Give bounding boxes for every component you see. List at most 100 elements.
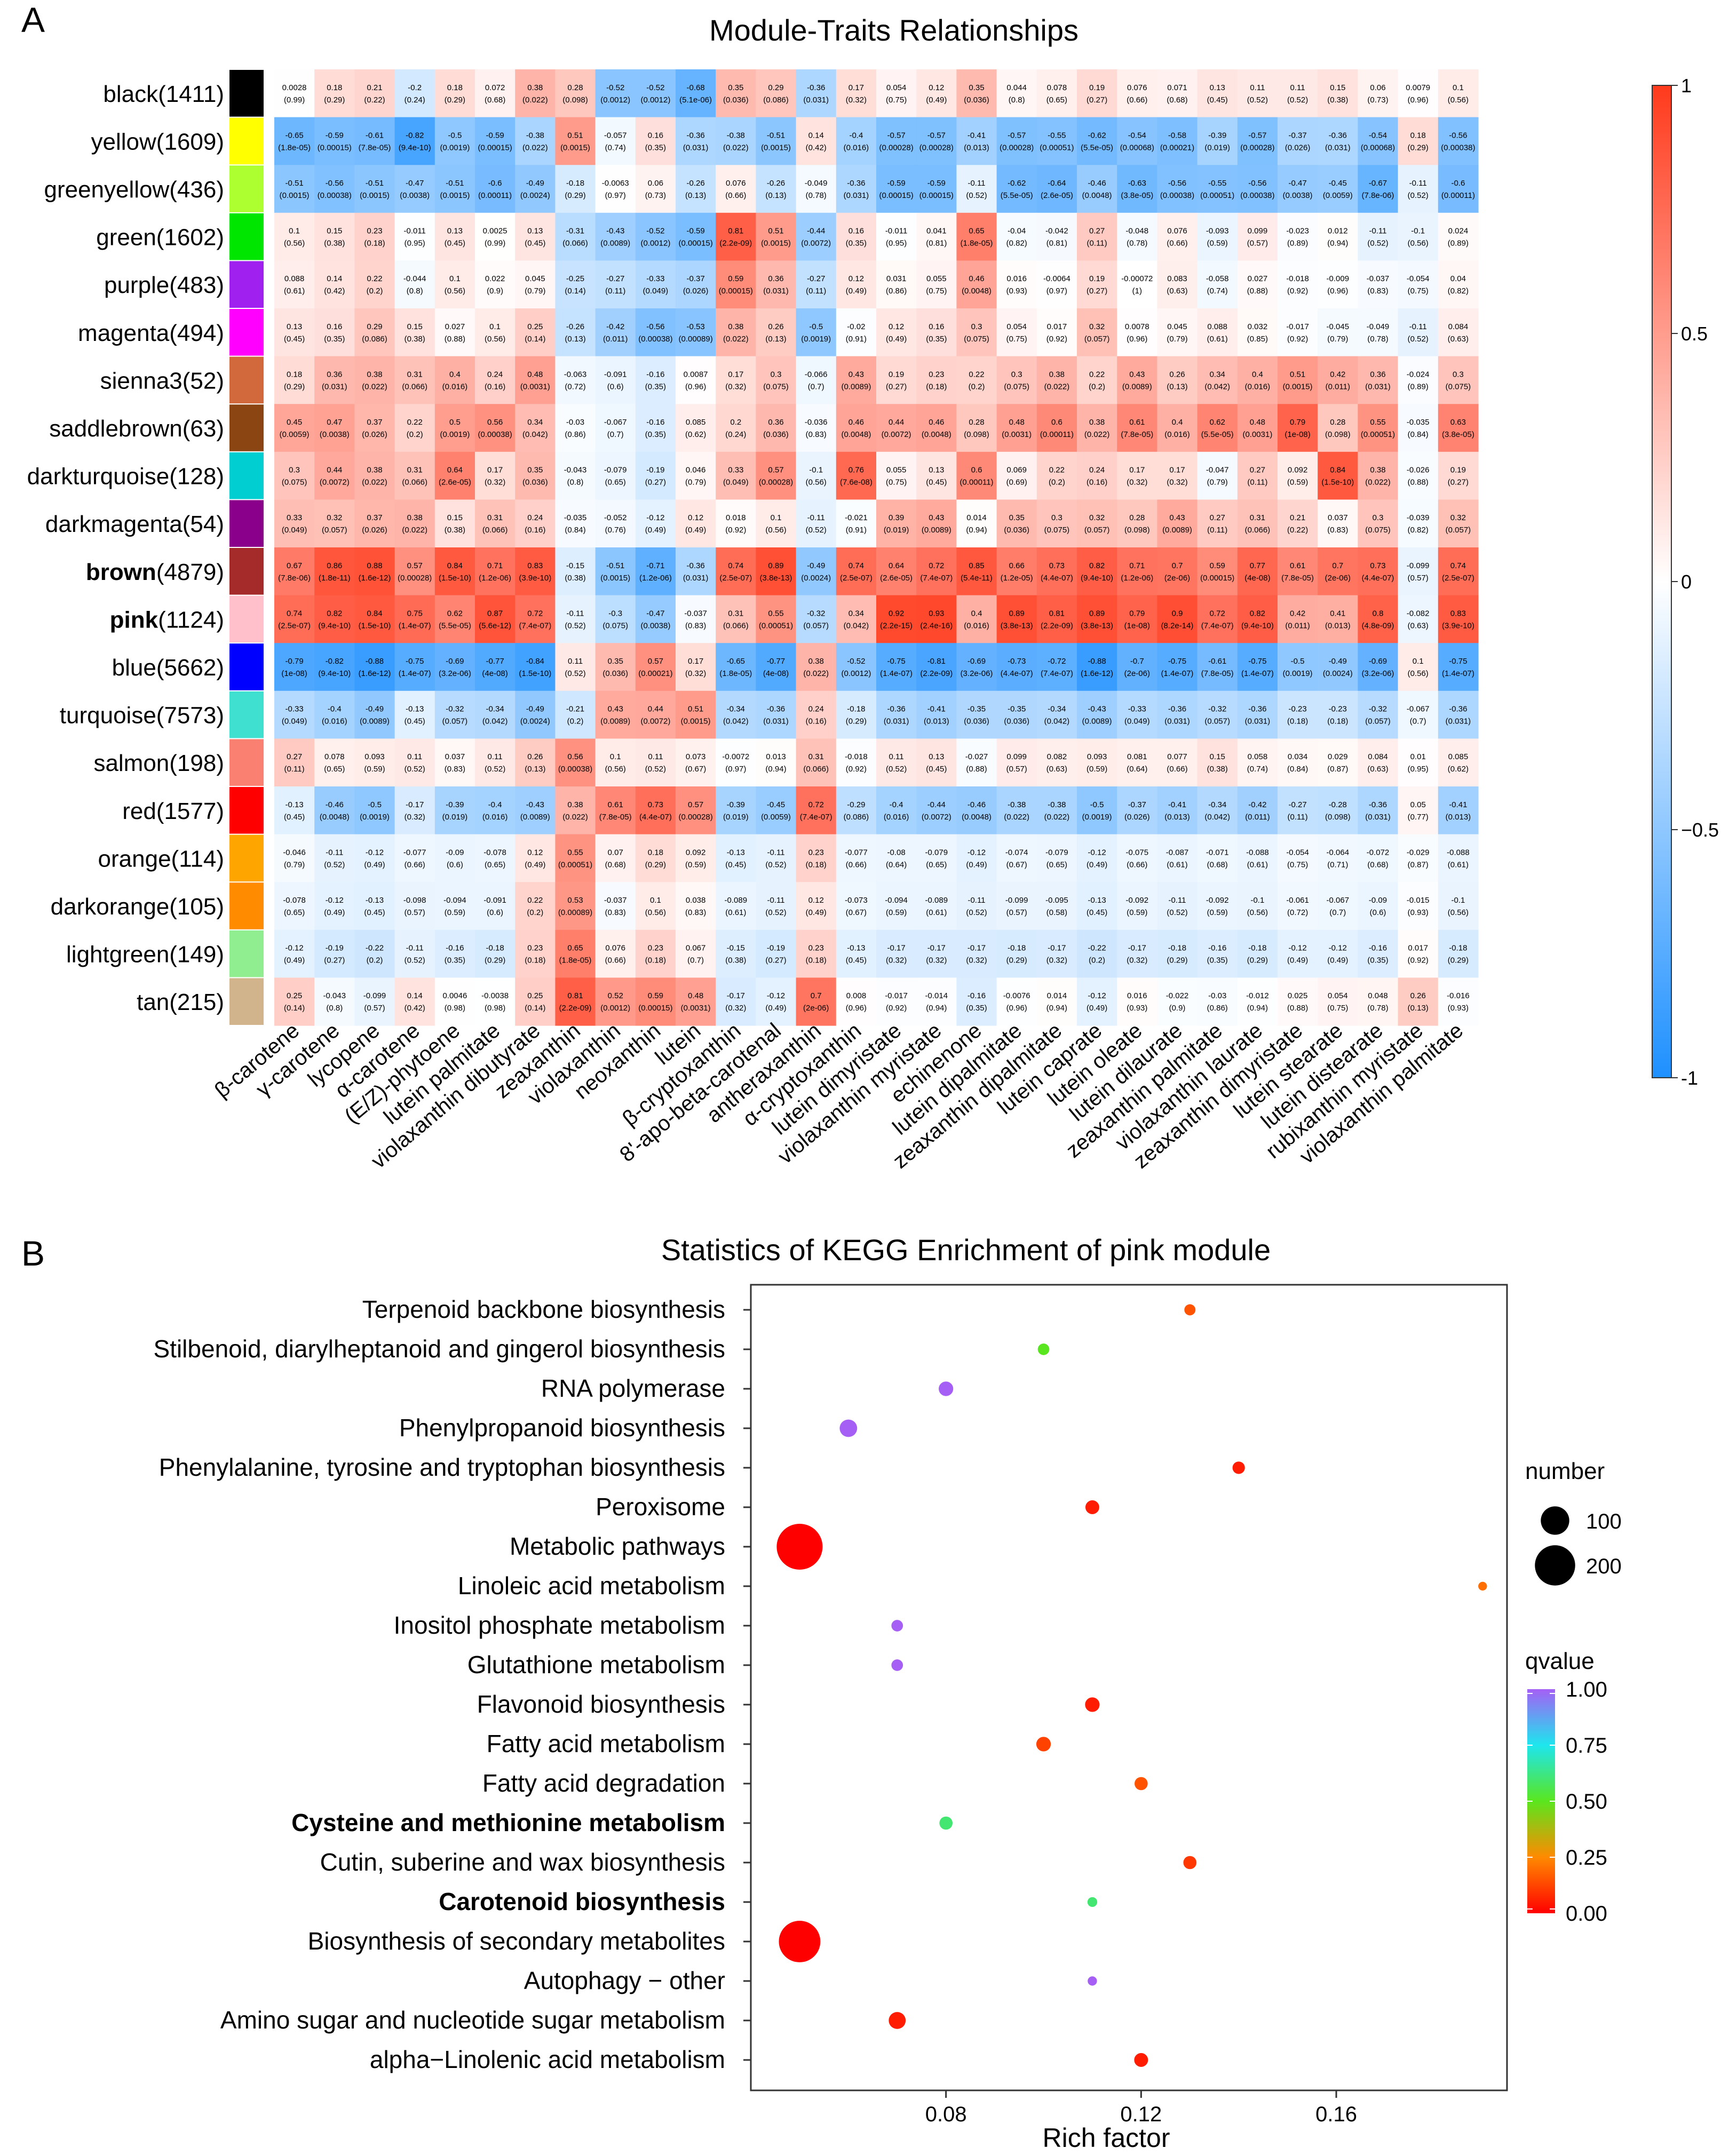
cell-correlation: 0.53 bbox=[567, 896, 583, 905]
cell-pvalue: (0.075) bbox=[602, 621, 628, 630]
cell-correlation: -0.077 bbox=[845, 848, 868, 857]
heatmap-cell: -0.36(0.031) bbox=[1358, 786, 1399, 835]
cell-correlation: 0.37 bbox=[367, 418, 382, 427]
cell-correlation: 0.28 bbox=[1129, 513, 1145, 522]
heatmap-cell: 0.13(0.45) bbox=[1197, 69, 1238, 118]
heatmap-cell: 0.31(0.066) bbox=[716, 595, 756, 643]
cell-correlation: 0.35 bbox=[608, 657, 623, 666]
cell-pvalue: (0.52) bbox=[886, 765, 907, 774]
heatmap-cell: 0.1(0.56) bbox=[756, 499, 797, 548]
qvalue-tick-label: 0.75 bbox=[1566, 1734, 1607, 1757]
cell-pvalue: (0.52) bbox=[806, 526, 827, 535]
cell-correlation: -0.071 bbox=[1206, 848, 1229, 857]
cell-pvalue: (0.52) bbox=[1367, 239, 1388, 248]
cell-pvalue: (0.2) bbox=[567, 717, 584, 726]
cell-correlation: 0.038 bbox=[686, 896, 706, 905]
cell-correlation: -0.26 bbox=[686, 179, 704, 188]
heatmap-cell: 0.28(0.098) bbox=[1117, 499, 1157, 548]
cell-correlation: -0.75 bbox=[1168, 657, 1186, 666]
cell-correlation: 0.0046 bbox=[442, 991, 467, 1000]
cell-correlation: -0.1 bbox=[809, 466, 823, 475]
cell-correlation: 0.025 bbox=[1288, 991, 1308, 1000]
heatmap-cell: 0.0079(0.96) bbox=[1398, 69, 1439, 118]
cell-correlation: 0.076 bbox=[1167, 227, 1187, 236]
cell-pvalue: (0.52) bbox=[645, 765, 666, 774]
cell-correlation: -0.054 bbox=[1407, 274, 1430, 283]
cell-correlation: 0.055 bbox=[886, 466, 907, 475]
cell-correlation: -0.037 bbox=[684, 609, 707, 618]
heatmap-cell: -0.058(0.74) bbox=[1197, 260, 1238, 309]
cell-correlation: 0.1 bbox=[610, 752, 621, 761]
heatmap-cell: -0.26(0.13) bbox=[555, 308, 596, 357]
heatmap-cell: -0.072(0.68) bbox=[1358, 834, 1399, 882]
cell-correlation: 0.24 bbox=[808, 705, 824, 714]
heatmap-cell: -0.11(0.52) bbox=[1358, 212, 1399, 261]
cell-pvalue: (0.66) bbox=[725, 191, 746, 200]
heatmap-cell: -0.61(7.8e-05) bbox=[1197, 643, 1238, 691]
cell-correlation: 0.47 bbox=[327, 418, 342, 427]
cell-correlation: -0.37 bbox=[686, 274, 704, 283]
cell-correlation: -0.1 bbox=[1411, 227, 1425, 236]
cell-correlation: -0.13 bbox=[727, 848, 745, 857]
cell-pvalue: (0.29) bbox=[846, 717, 867, 726]
heatmap-cell: 0.21(0.22) bbox=[1278, 499, 1318, 548]
heatmap-cell: -0.093(0.59) bbox=[1197, 212, 1238, 261]
cell-pvalue: (0.016) bbox=[964, 621, 989, 630]
cell-pvalue: (0.92) bbox=[1046, 335, 1067, 344]
heatmap-cell: 0.55(0.00051) bbox=[555, 834, 596, 882]
cell-pvalue: (2e-06) bbox=[1325, 574, 1351, 583]
cell-correlation: 0.054 bbox=[886, 83, 907, 92]
heatmap-cell: 0.23(0.18) bbox=[796, 834, 837, 882]
heatmap-cell: 0.5(0.0019) bbox=[434, 404, 475, 452]
cell-pvalue: (0.68) bbox=[605, 860, 626, 869]
cell-pvalue: (0.72) bbox=[565, 382, 585, 391]
cell-pvalue: (1.2e-06) bbox=[479, 574, 511, 583]
cell-correlation: -0.36 bbox=[686, 131, 704, 140]
row-label: green(1602) bbox=[96, 225, 224, 251]
heatmap-cell: 0.032(0.85) bbox=[1237, 308, 1278, 357]
pathway-label: Glutathione metabolism bbox=[467, 1651, 725, 1678]
cell-pvalue: (0.63) bbox=[1408, 621, 1429, 630]
size-legend-title: number bbox=[1525, 1458, 1605, 1484]
cell-pvalue: (0.022) bbox=[803, 669, 829, 678]
cell-pvalue: (0.79) bbox=[525, 287, 545, 296]
cell-correlation: -0.066 bbox=[805, 370, 828, 379]
heatmap-cell: -0.067(0.7) bbox=[1318, 882, 1358, 930]
cell-correlation: -0.12 bbox=[767, 991, 785, 1000]
cell-correlation: -0.089 bbox=[725, 896, 748, 905]
heatmap-cell: 0.085(0.62) bbox=[676, 404, 716, 452]
heatmap-cell: 0.46(0.0048) bbox=[956, 260, 997, 309]
heatmap-cell: 0.75(1.4e-07) bbox=[394, 595, 435, 643]
heatmap-cell: -0.36(0.031) bbox=[676, 547, 716, 596]
heatmap-cell: 0.1(0.56) bbox=[274, 212, 315, 261]
heatmap-cell: -0.27(0.11) bbox=[595, 260, 636, 309]
cell-pvalue: (0.098) bbox=[1325, 813, 1351, 822]
cell-pvalue: (0.92) bbox=[1287, 287, 1308, 296]
cell-correlation: 0.43 bbox=[608, 705, 623, 714]
cell-correlation: 0.46 bbox=[969, 274, 984, 283]
cell-pvalue: (0.0024) bbox=[801, 574, 831, 583]
cell-correlation: 0.23 bbox=[808, 944, 824, 953]
heatmap-cell: 0.013(0.94) bbox=[756, 738, 797, 787]
cell-correlation: -0.18 bbox=[1449, 944, 1467, 953]
cell-correlation: 0.11 bbox=[407, 752, 422, 761]
cell-correlation: 0.28 bbox=[969, 418, 984, 427]
heatmap-cell: -0.12(0.49) bbox=[1077, 834, 1117, 882]
colorbar-tick-label: −0.5 bbox=[1681, 819, 1719, 841]
row-label: greenyellow(436) bbox=[44, 177, 224, 203]
heatmap-cell: 0.24(0.16) bbox=[515, 499, 556, 548]
cell-pvalue: (0.22) bbox=[1287, 526, 1308, 535]
cell-pvalue: (0.29) bbox=[1006, 956, 1027, 965]
heatmap-cell: 0.77(4e-08) bbox=[1237, 547, 1278, 596]
cell-pvalue: (1e-08) bbox=[1124, 621, 1150, 630]
pathway-dot bbox=[776, 1523, 823, 1570]
cell-correlation: 0.4 bbox=[1172, 418, 1183, 427]
heatmap-cell: 0.23(0.18) bbox=[916, 356, 957, 404]
cell-pvalue: (0.52) bbox=[765, 860, 786, 869]
heatmap-cell: 0.077(0.66) bbox=[1157, 738, 1198, 787]
heatmap-cell: 0.42(0.011) bbox=[1278, 595, 1318, 643]
heatmap-cell: 0.73(4.4e-07) bbox=[1358, 547, 1399, 596]
cell-correlation: -0.18 bbox=[1168, 944, 1186, 953]
module-color-swatch bbox=[229, 404, 264, 451]
heatmap-cell: 0.3(0.075) bbox=[1036, 499, 1077, 548]
